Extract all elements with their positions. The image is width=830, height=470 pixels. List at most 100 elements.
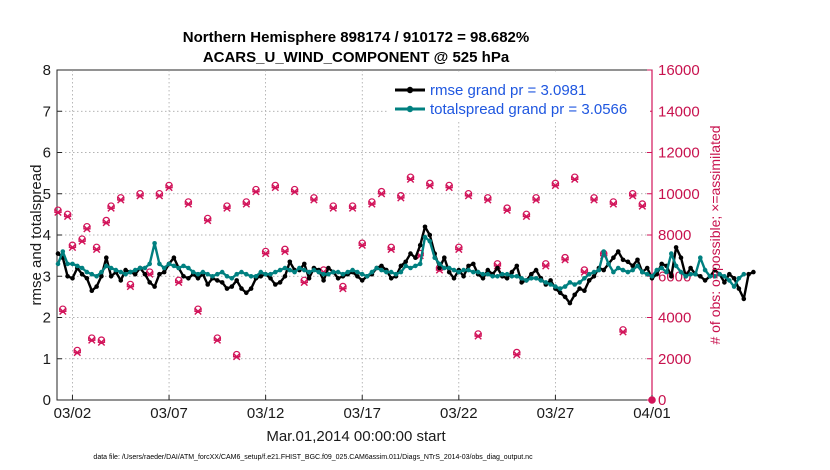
obs-possible-marker [87, 334, 96, 342]
spread-point [413, 263, 418, 269]
obs-assimilated-marker [232, 352, 241, 361]
spread-point [306, 269, 312, 275]
spread-point [393, 271, 399, 277]
spread-point [388, 269, 394, 275]
spread-point [316, 269, 322, 275]
spread-point [374, 265, 380, 271]
obs-possible-marker [483, 194, 492, 202]
spread-point [514, 274, 520, 279]
rmse-point [495, 265, 500, 271]
obs-possible-marker [310, 194, 318, 202]
spread-point [123, 271, 128, 277]
spread-point [113, 267, 119, 273]
y-tick-label: 7 [43, 103, 51, 120]
rmse-point [669, 274, 674, 279]
obs-possible-marker [281, 245, 289, 254]
spread-point [355, 269, 360, 275]
spread-point [186, 265, 191, 271]
obs-assimilated-marker [619, 328, 627, 336]
obs-possible-marker [609, 198, 618, 206]
spread-point [630, 267, 635, 273]
spread-point [340, 271, 346, 277]
y-tick-label: 0 [43, 392, 51, 409]
y-right-tick-label: 10000 [658, 186, 700, 203]
spread-point [99, 269, 104, 275]
spread-point [572, 282, 577, 287]
spread-point [495, 274, 500, 279]
obs-possible-marker [92, 243, 101, 252]
spread-point [712, 274, 718, 279]
rmse-point [147, 280, 152, 285]
spread-point [635, 263, 640, 269]
obs-assimilated-marker [368, 200, 376, 208]
rmse-point [427, 232, 433, 238]
obs-possible-marker [203, 214, 212, 223]
rmse-point [99, 274, 104, 279]
rmse-point [273, 282, 278, 287]
obs-assimilated-marker [223, 204, 231, 212]
rmse-point [688, 265, 693, 271]
rmse-point [306, 276, 312, 281]
spread-point [678, 269, 684, 275]
spread-point [215, 271, 220, 277]
spread-point [698, 255, 703, 260]
y-tick-label: 2 [43, 310, 51, 327]
spread-point [451, 267, 457, 273]
y-axis-right-label: # of obs: o=possible; ×=assimilated [707, 125, 723, 344]
spread-point [84, 269, 90, 275]
y-right-tick-label: 4000 [658, 310, 691, 327]
rmse-point [152, 284, 157, 289]
spread-point [717, 271, 722, 277]
spread-point [292, 269, 297, 275]
spread-point [350, 267, 355, 273]
obs-assimilated-marker [175, 278, 183, 287]
rmse-point [485, 267, 491, 273]
spread-point [335, 269, 341, 275]
spread-point [55, 261, 61, 267]
spread-point [345, 269, 351, 275]
obs-possible-marker [512, 348, 521, 357]
obs-possible-marker [155, 189, 164, 198]
obs-assimilated-marker [542, 262, 550, 270]
spread-point [224, 274, 230, 279]
obs-possible-marker [54, 206, 62, 215]
spread-point [504, 271, 510, 277]
rmse-point [422, 224, 428, 230]
legend: rmse grand pr = 3.0981 totalspread grand… [388, 74, 650, 120]
rmse-point [736, 286, 742, 291]
rmse-point [480, 276, 486, 281]
spread-point [490, 274, 495, 279]
obs-assimilated-marker [184, 200, 193, 208]
spread-point [456, 269, 462, 275]
rmse-point [437, 265, 442, 271]
obs-assimilated-marker [464, 192, 473, 200]
spread-point [157, 261, 162, 267]
rmse-point [403, 259, 409, 265]
rmse-point [161, 269, 167, 275]
obs-assimilated-marker [146, 270, 154, 278]
rmse-point [132, 271, 138, 277]
spread-point [94, 274, 99, 279]
obs-possible-marker [194, 305, 202, 314]
rmse-point [234, 278, 239, 283]
spread-point [205, 271, 210, 277]
spread-point [398, 269, 404, 275]
spread-point [596, 267, 602, 273]
rmse-point [55, 251, 61, 256]
rmse-point [94, 284, 99, 289]
spread-point [171, 263, 177, 269]
obs-possible-marker [242, 198, 251, 206]
spread-point [297, 265, 302, 271]
obs-possible-marker [102, 216, 111, 225]
rmse-point [722, 280, 727, 285]
obs-assimilated-marker [513, 350, 521, 359]
rmse-point [224, 286, 230, 291]
spread-point [471, 269, 476, 275]
obs-possible-marker [570, 173, 579, 182]
x-tick-label: 03/02 [54, 405, 92, 422]
rmse-point [219, 280, 225, 285]
obs-possible-marker [426, 179, 434, 188]
rmse-point [451, 276, 457, 281]
rmse-point [514, 263, 520, 269]
